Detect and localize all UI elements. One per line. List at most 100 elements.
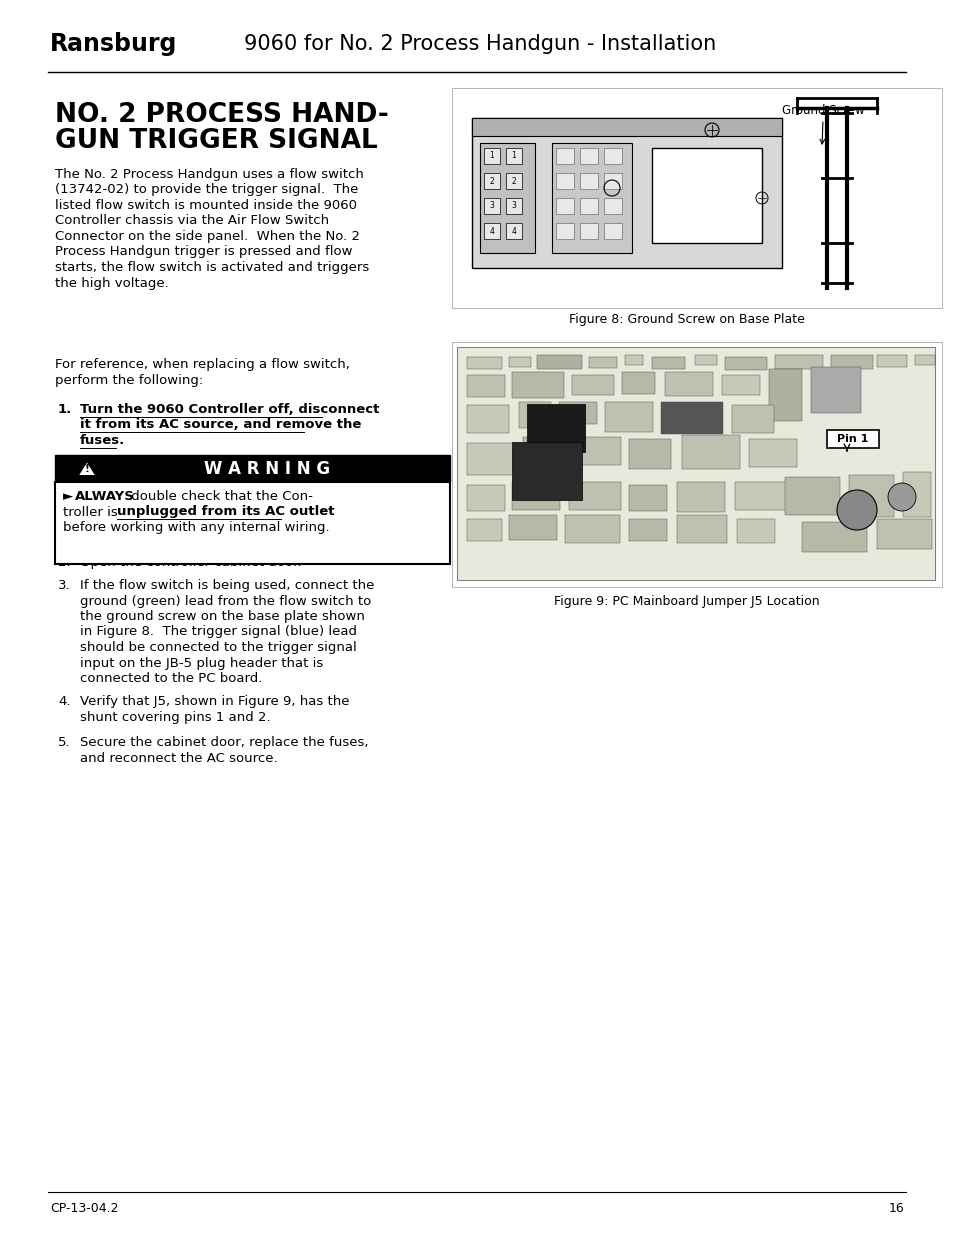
Text: shunt covering pins 1 and 2.: shunt covering pins 1 and 2. (80, 710, 271, 724)
Text: ►: ► (63, 490, 78, 503)
Text: If the flow switch is being used, connect the: If the flow switch is being used, connec… (80, 579, 374, 592)
FancyBboxPatch shape (784, 477, 840, 515)
FancyBboxPatch shape (603, 224, 621, 240)
Text: Figure 8: Ground Screw on Base Plate: Figure 8: Ground Screw on Base Plate (569, 312, 804, 326)
FancyBboxPatch shape (628, 438, 670, 469)
FancyBboxPatch shape (876, 354, 906, 367)
Text: Connector on the side panel.  When the No. 2: Connector on the side panel. When the No… (55, 230, 359, 243)
Text: Ransburg: Ransburg (50, 32, 177, 56)
FancyBboxPatch shape (505, 173, 521, 189)
FancyBboxPatch shape (512, 442, 581, 500)
Text: 2: 2 (489, 177, 494, 185)
Text: Controller chassis via the Air Flow Switch: Controller chassis via the Air Flow Swit… (55, 215, 329, 227)
FancyBboxPatch shape (774, 354, 822, 369)
Text: ground (green) lead from the flow switch to: ground (green) lead from the flow switch… (80, 594, 371, 608)
FancyBboxPatch shape (768, 369, 801, 421)
Text: The No. 2 Process Handgun uses a flow switch: The No. 2 Process Handgun uses a flow sw… (55, 168, 363, 182)
Text: (13742-02) to provide the trigger signal.  The: (13742-02) to provide the trigger signal… (55, 184, 358, 196)
FancyBboxPatch shape (603, 173, 621, 189)
Text: For reference, when replacing a flow switch,: For reference, when replacing a flow swi… (55, 358, 350, 370)
Text: 4.: 4. (58, 695, 71, 708)
Circle shape (836, 490, 876, 530)
Text: troller is: troller is (63, 505, 122, 519)
FancyBboxPatch shape (479, 143, 535, 253)
FancyBboxPatch shape (467, 405, 509, 433)
Text: the ground screw on the base plate shown: the ground screw on the base plate shown (80, 610, 364, 622)
Text: Ground Screw: Ground Screw (781, 104, 863, 144)
FancyBboxPatch shape (579, 148, 598, 164)
Text: 16: 16 (887, 1202, 903, 1214)
Text: in Figure 8.  The trigger signal (blue) lead: in Figure 8. The trigger signal (blue) l… (80, 625, 356, 638)
FancyBboxPatch shape (876, 519, 931, 550)
FancyBboxPatch shape (526, 404, 584, 452)
FancyBboxPatch shape (467, 357, 501, 369)
Text: 2.: 2. (58, 556, 71, 569)
FancyBboxPatch shape (737, 519, 774, 543)
FancyBboxPatch shape (452, 342, 941, 587)
FancyBboxPatch shape (509, 357, 531, 367)
FancyBboxPatch shape (505, 224, 521, 240)
Text: 3: 3 (489, 201, 494, 210)
Text: listed flow switch is mounted inside the 9060: listed flow switch is mounted inside the… (55, 199, 356, 212)
Text: connected to the PC board.: connected to the PC board. (80, 672, 262, 685)
FancyBboxPatch shape (55, 454, 450, 482)
FancyBboxPatch shape (603, 148, 621, 164)
FancyBboxPatch shape (734, 482, 792, 510)
FancyBboxPatch shape (724, 357, 766, 370)
FancyBboxPatch shape (579, 198, 598, 214)
FancyBboxPatch shape (505, 198, 521, 214)
FancyBboxPatch shape (628, 485, 666, 511)
Text: 1: 1 (511, 152, 516, 161)
FancyBboxPatch shape (902, 472, 930, 517)
Text: fuses.: fuses. (80, 433, 125, 447)
FancyBboxPatch shape (677, 482, 724, 513)
FancyBboxPatch shape (522, 437, 560, 463)
Text: CP-13-04.2: CP-13-04.2 (50, 1202, 118, 1214)
Text: Process Handgun trigger is pressed and flow: Process Handgun trigger is pressed and f… (55, 246, 352, 258)
Text: Pin 1: Pin 1 (837, 433, 868, 445)
FancyBboxPatch shape (681, 435, 740, 469)
FancyBboxPatch shape (579, 224, 598, 240)
Text: Turn the 9060 Controller off, disconnect: Turn the 9060 Controller off, disconnect (80, 403, 379, 416)
FancyBboxPatch shape (848, 475, 893, 517)
FancyBboxPatch shape (483, 198, 499, 214)
FancyBboxPatch shape (651, 357, 684, 369)
FancyBboxPatch shape (558, 403, 597, 424)
Polygon shape (78, 462, 96, 475)
Text: before working with any internal wiring.: before working with any internal wiring. (63, 521, 330, 534)
Text: GUN TRIGGER SIGNAL: GUN TRIGGER SIGNAL (55, 128, 377, 154)
Text: 4: 4 (511, 226, 516, 236)
Text: 5.: 5. (58, 736, 71, 748)
Text: input on the JB-5 plug header that is: input on the JB-5 plug header that is (80, 657, 323, 669)
FancyBboxPatch shape (695, 354, 717, 366)
FancyBboxPatch shape (748, 438, 796, 467)
FancyBboxPatch shape (721, 375, 760, 395)
FancyBboxPatch shape (826, 430, 878, 448)
FancyBboxPatch shape (564, 515, 619, 543)
Text: 9060 for No. 2 Process Handgun - Installation: 9060 for No. 2 Process Handgun - Install… (244, 35, 716, 54)
FancyBboxPatch shape (518, 403, 551, 429)
FancyBboxPatch shape (483, 148, 499, 164)
FancyBboxPatch shape (55, 482, 450, 564)
Text: !: ! (85, 464, 90, 474)
FancyBboxPatch shape (483, 224, 499, 240)
Text: Open the controller cabinet door.: Open the controller cabinet door. (80, 556, 301, 569)
FancyBboxPatch shape (556, 148, 574, 164)
Text: 4: 4 (489, 226, 494, 236)
FancyBboxPatch shape (537, 354, 581, 369)
FancyBboxPatch shape (556, 224, 574, 240)
FancyBboxPatch shape (472, 119, 781, 136)
Text: W A R N I N G: W A R N I N G (204, 459, 331, 478)
Text: the high voltage.: the high voltage. (55, 277, 169, 289)
FancyBboxPatch shape (467, 519, 501, 541)
FancyBboxPatch shape (628, 519, 666, 541)
FancyBboxPatch shape (651, 148, 761, 243)
Text: and reconnect the AC source.: and reconnect the AC source. (80, 752, 277, 764)
Text: it from its AC source, and remove the: it from its AC source, and remove the (80, 419, 361, 431)
FancyBboxPatch shape (467, 443, 515, 475)
FancyBboxPatch shape (830, 354, 872, 369)
Text: ALWAYS: ALWAYS (75, 490, 134, 503)
FancyBboxPatch shape (810, 367, 861, 412)
Text: 1.: 1. (58, 403, 72, 416)
FancyBboxPatch shape (660, 403, 722, 433)
